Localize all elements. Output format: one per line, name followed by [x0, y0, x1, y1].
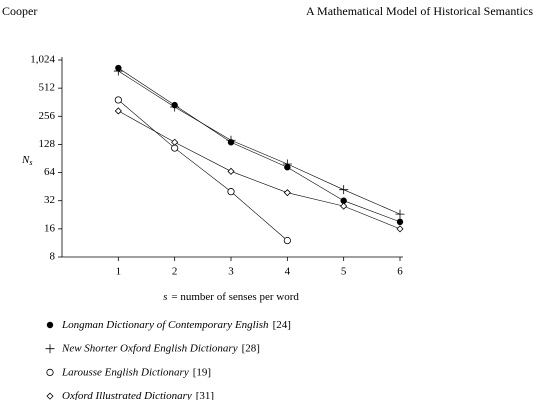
legend-entry: Oxford Illustrated Dictionary [31]	[62, 390, 214, 400]
marker	[46, 321, 54, 329]
legend-name: New Shorter Oxford English Dictionary	[61, 342, 238, 354]
x-tick-label: 1	[116, 266, 122, 278]
y-tick-label: 32	[44, 194, 55, 206]
legend-count: [24]	[273, 319, 291, 331]
marker	[282, 159, 292, 169]
legend-name: Oxford Illustrated Dictionary	[62, 390, 192, 400]
x-axis-label: s = number of senses per word	[163, 291, 299, 303]
y-tick-label: 64	[44, 166, 56, 178]
marker	[114, 107, 122, 115]
legend-entry: New Shorter Oxford English Dictionary [28…	[61, 342, 260, 354]
marker	[227, 188, 235, 196]
marker	[340, 202, 348, 210]
y-tick-label: 16	[44, 222, 56, 234]
header-right: A Mathematical Model of Historical Seman…	[306, 4, 533, 18]
marker	[283, 189, 291, 197]
y-tick-label: 256	[39, 110, 56, 122]
marker	[339, 185, 349, 195]
legend-name: Larousse English Dictionary	[61, 366, 189, 378]
marker	[114, 96, 122, 104]
marker	[46, 392, 54, 400]
series-line	[118, 110, 401, 230]
y-tick-label: 1,024	[30, 54, 55, 66]
marker	[227, 167, 235, 175]
y-label: N	[21, 154, 30, 166]
y-axis-label: Ns	[21, 154, 32, 167]
x-tick-label: 5	[341, 266, 347, 278]
marker	[396, 225, 404, 233]
marker	[45, 344, 55, 354]
x-tick-label: 4	[285, 266, 291, 278]
y-tick-label: 512	[39, 82, 56, 94]
x-tick-label: 2	[172, 266, 178, 278]
legend-count: [19]	[193, 366, 211, 378]
x-label-var: s	[163, 291, 167, 303]
legend-entry: Longman Dictionary of Contemporary Engli…	[61, 319, 291, 331]
marker	[170, 102, 180, 112]
marker	[226, 135, 236, 145]
marker	[340, 197, 347, 204]
x-tick-label: 6	[397, 266, 403, 278]
legend-entry: Larousse English Dictionary [19]	[61, 366, 211, 378]
marker	[283, 236, 291, 245]
legend-name: Longman Dictionary of Contemporary Engli…	[61, 319, 269, 331]
marker	[395, 209, 405, 219]
series-line	[118, 67, 401, 223]
marker	[171, 138, 179, 146]
y-tick-label: 128	[39, 138, 56, 150]
y-label-sub: s	[29, 158, 32, 167]
series-line	[118, 70, 401, 215]
series-line	[118, 99, 288, 241]
marker	[46, 368, 54, 376]
marker	[396, 218, 404, 226]
marker	[171, 144, 179, 152]
legend-count: [28]	[242, 342, 260, 354]
marker	[113, 66, 123, 76]
x-tick-label: 3	[228, 266, 234, 278]
y-tick-label: 8	[50, 251, 56, 263]
header-left: Cooper	[2, 4, 37, 18]
x-label-rest: = number of senses per word	[171, 291, 299, 303]
legend-count: [31]	[196, 390, 214, 400]
